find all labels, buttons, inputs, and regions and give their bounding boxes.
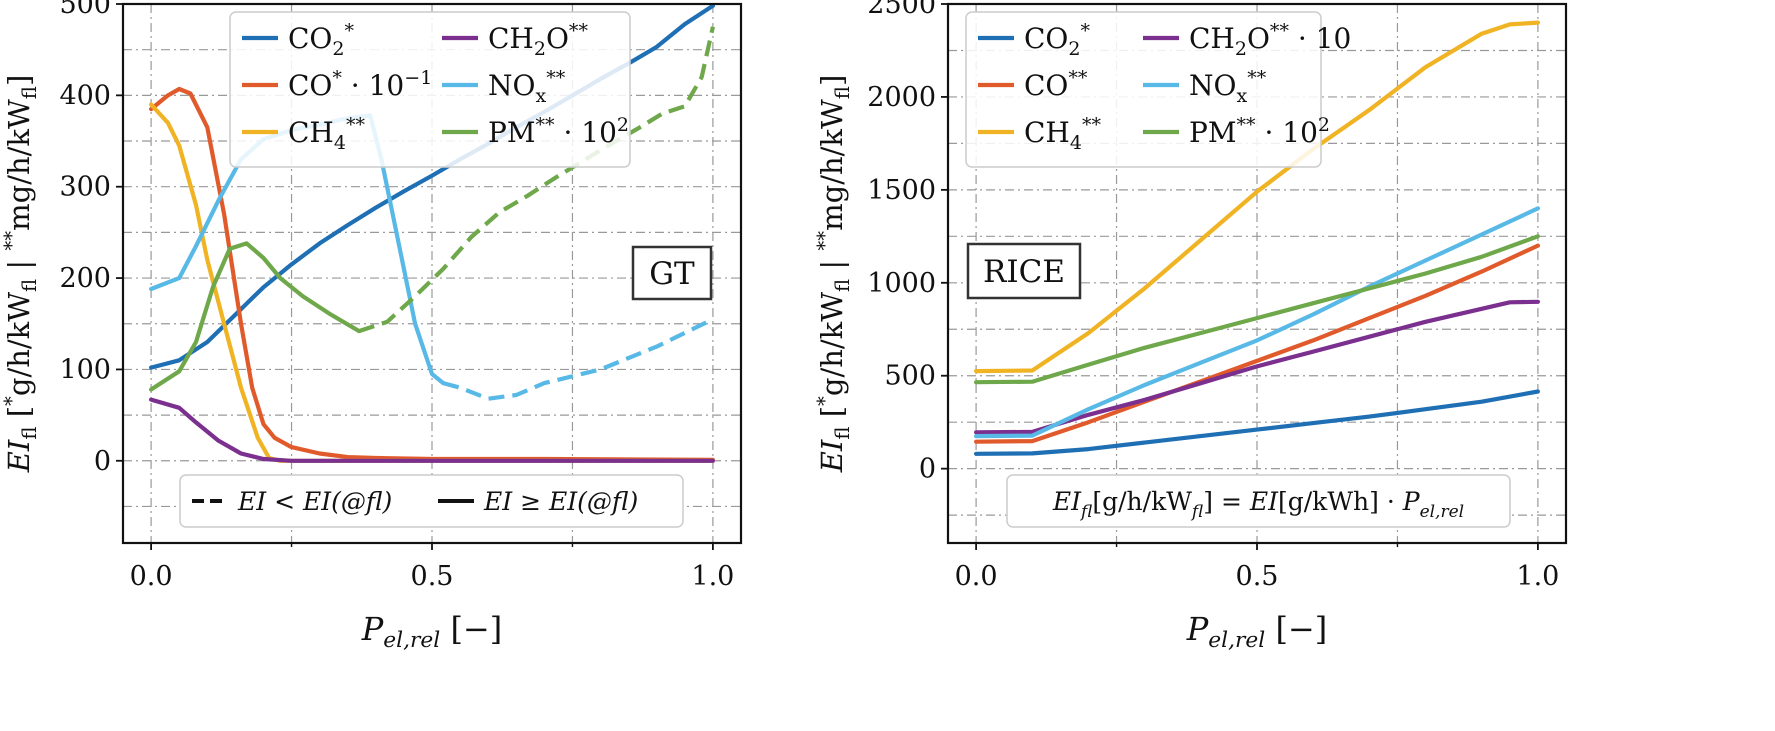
x-tick-label: 1.0 <box>1516 561 1559 592</box>
dashed-key-label: EI < EI(@fl) <box>237 487 392 516</box>
panel-tag-box <box>631 245 713 301</box>
formula-note: EIfl[g/h/kWfl] = EI[g/kWh] · Pel,rel <box>1052 487 1464 522</box>
legend-entry: CO** <box>1024 67 1088 102</box>
legend-entry: CH2O** <box>488 20 588 60</box>
y-tick-label: 400 <box>59 80 111 111</box>
x-tick-label: 0.0 <box>130 561 173 592</box>
legend-entry: CO2* <box>1024 20 1091 60</box>
rice-panel: 0.0 0.5 1.0 0 500 1000 1500 2000 2500 Pel,rel [−]… <box>813 0 1568 653</box>
x-tick-label: 0.0 <box>955 561 998 592</box>
series-line-solid <box>149 86 716 462</box>
series-line-solid <box>149 241 362 392</box>
series-line-solid <box>973 299 1541 435</box>
series-line-solid <box>149 397 716 463</box>
legend-entry: PM** · 102 <box>488 114 629 149</box>
note-box <box>179 474 684 528</box>
legend-box <box>229 11 631 168</box>
y-tick-label: 100 <box>59 354 111 385</box>
y-axis-label: EIfl [*g/h/kWfl | **mg/h/kWfl] <box>0 75 41 474</box>
series-line-solid <box>973 234 1541 385</box>
legend-entry: NOx** <box>488 67 566 107</box>
y-tick-label: 1000 <box>867 268 936 299</box>
legend-box <box>965 11 1322 168</box>
y-tick-label: 0 <box>919 454 936 485</box>
legend-entry: NOx** <box>1189 67 1267 107</box>
series-line-dashed <box>358 26 715 334</box>
note-box <box>1006 474 1511 528</box>
y-tick-label: 2500 <box>867 0 936 20</box>
series-line-solid <box>973 389 1541 456</box>
panel-tag: GT <box>649 256 695 292</box>
legend-entry: CO2* <box>288 20 355 60</box>
series-line-dashed <box>442 317 714 401</box>
y-tick-label: 200 <box>59 263 111 294</box>
legend-entry: CH2O** · 10 <box>1189 20 1351 60</box>
y-axis-label: EIfl [*g/h/kWfl | **mg/h/kWfl] <box>813 75 854 474</box>
legend-entry: CO* · 10−1 <box>288 67 432 102</box>
legend-entry: CH4** <box>288 114 365 154</box>
x-axis-label: Pel,rel [−] <box>361 610 502 653</box>
panel-tag-box <box>966 242 1082 300</box>
x-tick-label: 0.5 <box>411 561 454 592</box>
x-tick-label: 0.5 <box>1236 561 1279 592</box>
legend-entry: PM** · 102 <box>1189 114 1330 149</box>
series-line-solid <box>973 20 1541 374</box>
series-line-solid <box>973 243 1541 444</box>
x-axis-label: Pel,rel [−] <box>1186 610 1327 653</box>
y-tick-label: 0 <box>94 446 111 477</box>
series-line-solid <box>973 206 1541 439</box>
legend-entry: CH4** <box>1024 114 1101 154</box>
y-tick-label: 500 <box>884 361 936 392</box>
gt-panel: 0.0 0.5 1.0 0 100 200 300 400 500 Pel,rel [−] EIfl… <box>0 0 743 653</box>
x-tick-label: 1.0 <box>691 561 734 592</box>
y-tick-label: 300 <box>59 172 111 203</box>
panel-tag: RICE <box>983 254 1065 290</box>
y-tick-label: 1500 <box>867 175 936 206</box>
solid-key-label: EI ≥ EI(@fl) <box>483 487 638 516</box>
y-tick-label: 500 <box>59 0 111 20</box>
y-tick-label: 2000 <box>867 82 936 113</box>
